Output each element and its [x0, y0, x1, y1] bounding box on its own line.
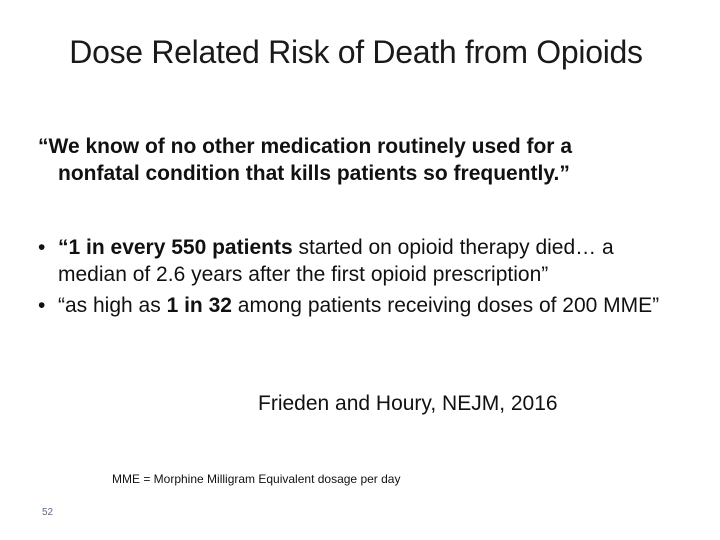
slide-title: Dose Related Risk of Death from Opioids [69, 34, 643, 70]
footnote: MME = Morphine Milligram Equivalent dosa… [112, 472, 401, 486]
bullet-item: • “1 in every 550 patients started on op… [38, 234, 688, 288]
bullet-emphasis: 1 in 32 [166, 294, 232, 317]
quote-block: “We know of no other medication routinel… [38, 133, 698, 187]
quote-line-1: “We know of no other medication routinel… [38, 135, 572, 158]
page-number: 52 [42, 507, 54, 518]
citation: Frieden and Houry, NEJM, 2016 [258, 392, 558, 415]
quote-line-2: nonfatal condition that kills patients s… [58, 162, 570, 185]
bullet-text: among patients receiving doses of 200 MM… [231, 294, 660, 317]
bullet-text: started on opioid therapy died… a median… [58, 236, 614, 286]
bullet-item: • “as high as 1 in 32 among patients rec… [38, 292, 688, 319]
bullet-prefix: “as high as [58, 294, 167, 317]
bullet-marker: • [38, 236, 46, 259]
bullet-emphasis: “1 in every 550 patients [58, 236, 293, 259]
bullet-list: • “1 in every 550 patients started on op… [38, 234, 688, 319]
bullet-marker: • [38, 294, 46, 317]
